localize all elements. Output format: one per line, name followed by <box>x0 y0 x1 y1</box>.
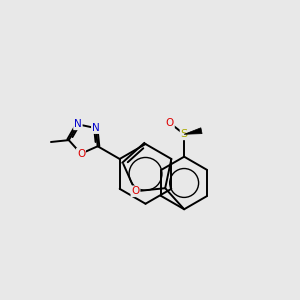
Text: O: O <box>131 186 140 196</box>
Text: O: O <box>77 149 85 159</box>
Text: N: N <box>92 123 100 133</box>
Text: N: N <box>74 119 82 129</box>
Polygon shape <box>184 128 202 134</box>
Text: S: S <box>181 129 188 139</box>
Text: O: O <box>166 118 174 128</box>
